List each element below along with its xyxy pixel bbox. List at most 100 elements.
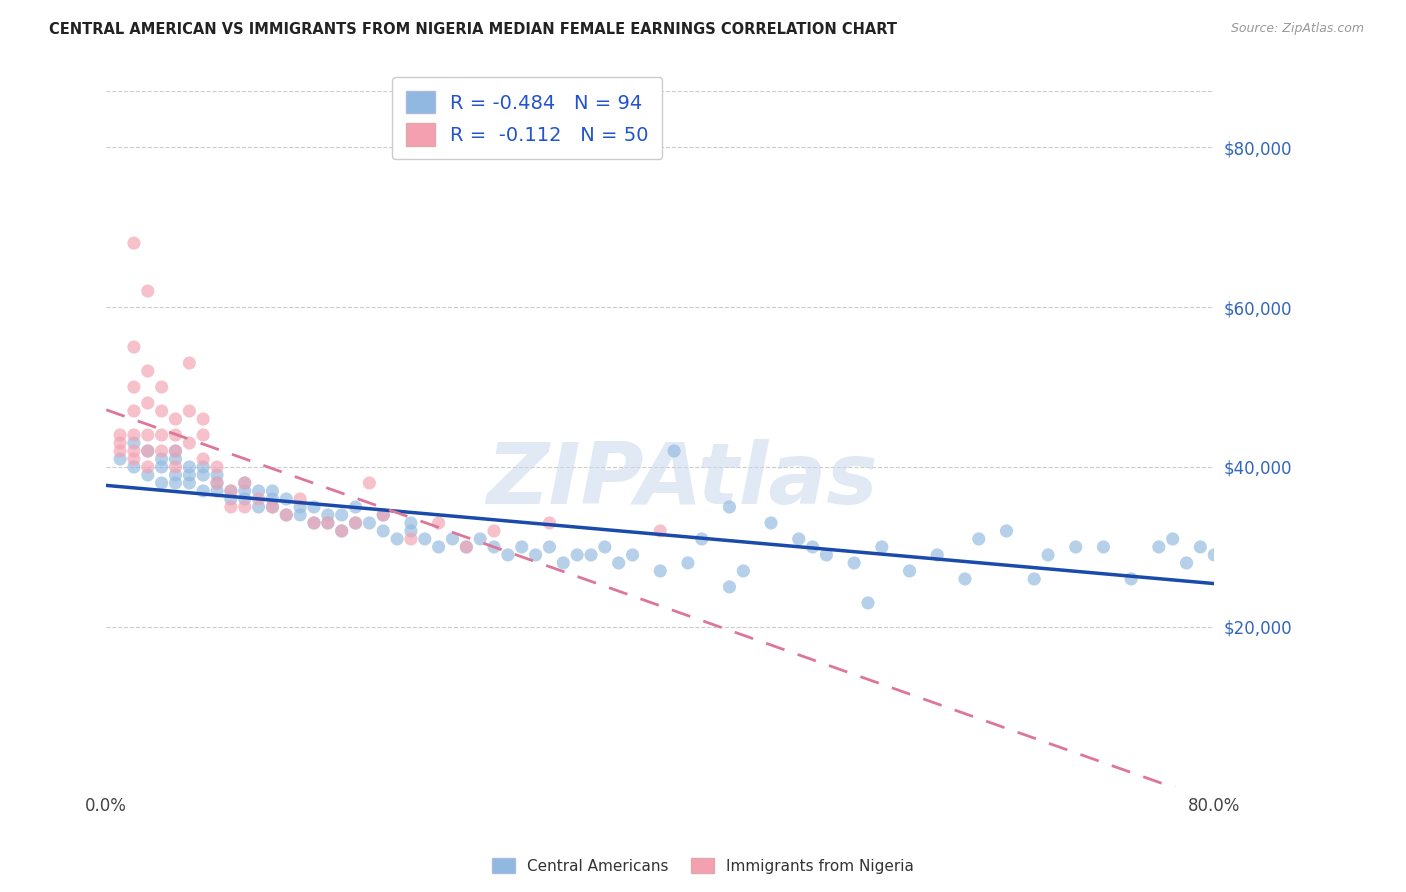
Point [122, 460, 145, 475]
Point [373, 508, 395, 522]
Point [288, 508, 311, 522]
Point [165, 460, 187, 475]
Point [262, 491, 284, 506]
Point [288, 491, 311, 506]
Point [787, 532, 810, 546]
Point [1161, 532, 1184, 546]
Point [179, 356, 201, 370]
Point [676, 556, 699, 570]
Point [165, 428, 187, 442]
Point [815, 548, 838, 562]
Point [247, 483, 270, 498]
Point [150, 428, 173, 442]
Point [1204, 548, 1226, 562]
Point [247, 500, 270, 514]
Point [316, 508, 339, 522]
Point [316, 516, 339, 530]
Point [456, 540, 478, 554]
Point [579, 548, 602, 562]
Point [108, 444, 131, 458]
Point [1121, 572, 1143, 586]
Point [995, 524, 1018, 538]
Point [136, 364, 159, 378]
Point [193, 467, 215, 482]
Point [219, 500, 242, 514]
Point [122, 444, 145, 458]
Point [330, 508, 353, 522]
Point [193, 460, 215, 475]
Point [179, 404, 201, 418]
Point [302, 500, 325, 514]
Text: Source: ZipAtlas.com: Source: ZipAtlas.com [1230, 22, 1364, 36]
Point [399, 524, 422, 538]
Point [219, 483, 242, 498]
Point [179, 436, 201, 450]
Point [759, 516, 782, 530]
Point [136, 460, 159, 475]
Point [927, 548, 949, 562]
Point [650, 564, 672, 578]
Point [565, 548, 588, 562]
Point [165, 444, 187, 458]
Point [205, 460, 228, 475]
Point [179, 475, 201, 490]
Point [150, 452, 173, 467]
Point [205, 467, 228, 482]
Legend: R = -0.484   N = 94, R =  -0.112   N = 50: R = -0.484 N = 94, R = -0.112 N = 50 [392, 78, 662, 159]
Point [510, 540, 533, 554]
Point [538, 516, 561, 530]
Point [870, 540, 893, 554]
Point [1189, 540, 1212, 554]
Point [122, 436, 145, 450]
Point [179, 467, 201, 482]
Point [359, 516, 381, 530]
Point [108, 436, 131, 450]
Point [205, 475, 228, 490]
Point [1024, 572, 1046, 586]
Point [136, 467, 159, 482]
Point [524, 548, 547, 562]
Point [1175, 556, 1198, 570]
Point [262, 483, 284, 498]
Point [1147, 540, 1170, 554]
Point [373, 508, 395, 522]
Text: ZIPAtlas: ZIPAtlas [486, 439, 879, 522]
Point [344, 516, 367, 530]
Point [427, 516, 450, 530]
Point [193, 428, 215, 442]
Point [650, 524, 672, 538]
Point [1092, 540, 1115, 554]
Point [262, 500, 284, 514]
Point [276, 491, 298, 506]
Point [662, 444, 685, 458]
Point [302, 516, 325, 530]
Point [316, 516, 339, 530]
Point [399, 532, 422, 546]
Point [842, 556, 865, 570]
Point [276, 508, 298, 522]
Point [718, 580, 741, 594]
Point [276, 508, 298, 522]
Point [122, 236, 145, 251]
Point [219, 491, 242, 506]
Point [108, 428, 131, 442]
Point [136, 396, 159, 410]
Point [330, 524, 353, 538]
Point [108, 452, 131, 467]
Point [122, 452, 145, 467]
Point [247, 491, 270, 506]
Point [441, 532, 464, 546]
Point [262, 500, 284, 514]
Point [385, 532, 408, 546]
Point [330, 524, 353, 538]
Point [122, 428, 145, 442]
Point [165, 444, 187, 458]
Point [456, 540, 478, 554]
Point [470, 532, 492, 546]
Point [621, 548, 644, 562]
Point [165, 412, 187, 426]
Point [150, 475, 173, 490]
Point [205, 483, 228, 498]
Point [179, 460, 201, 475]
Point [1064, 540, 1087, 554]
